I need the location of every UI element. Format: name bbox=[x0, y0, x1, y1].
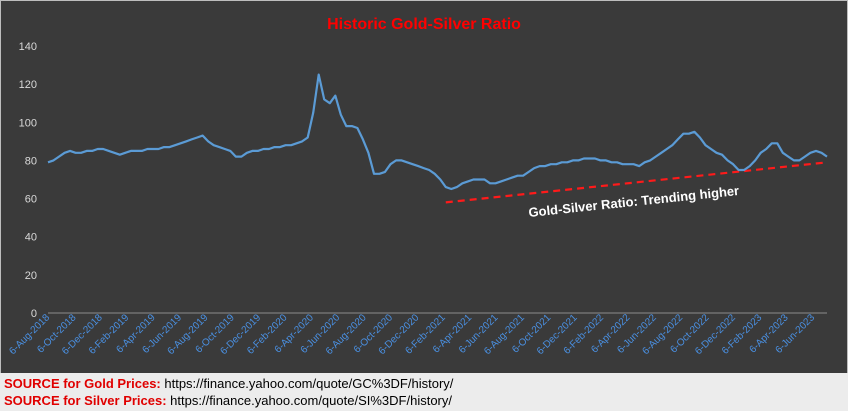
chart-panel: Historic Gold-Silver Ratio 0 20 40 60 80 100 1… bbox=[0, 0, 848, 374]
series-line-gold-silver-ratio bbox=[47, 73, 828, 191]
chart-title: Historic Gold-Silver Ratio bbox=[327, 16, 521, 33]
y-tick-label: 60 bbox=[25, 194, 37, 206]
y-tick-label: 80 bbox=[25, 155, 37, 167]
trendline-layer bbox=[445, 161, 828, 204]
gold-source-url[interactable]: https://finance.yahoo.com/quote/GC%3DF/h… bbox=[160, 376, 454, 391]
silver-source-label: SOURCE for Silver Prices: bbox=[4, 393, 167, 408]
trendline bbox=[445, 161, 828, 204]
y-tick-label: 120 bbox=[19, 79, 37, 91]
chart-annotation: Gold-Silver Ratio: Trending higher bbox=[528, 183, 740, 220]
source-footer bbox=[0, 373, 848, 411]
gold-source-label: SOURCE for Gold Prices: bbox=[4, 376, 161, 391]
y-tick-label: 20 bbox=[25, 270, 37, 282]
y-axis: 0 20 40 60 80 100 120 140 bbox=[19, 41, 37, 320]
silver-source-line: SOURCE for Silver Prices: https://financ… bbox=[4, 392, 452, 409]
y-tick-label: 0 bbox=[31, 308, 37, 320]
y-tick-label: 40 bbox=[25, 232, 37, 244]
x-axis: 6-Aug-20186-Oct-20186-Dec-20186-Feb-2019… bbox=[7, 312, 827, 357]
gold-source-line: SOURCE for Gold Prices: https://finance.… bbox=[4, 375, 453, 392]
y-tick-label: 100 bbox=[19, 117, 37, 129]
gold-silver-ratio-chart: Historic Gold-Silver Ratio 0 20 40 60 80 100 1… bbox=[7, 16, 828, 357]
y-tick-label: 140 bbox=[19, 41, 37, 53]
silver-source-url[interactable]: https://finance.yahoo.com/quote/SI%3DF/h… bbox=[166, 393, 452, 408]
series-layer bbox=[47, 73, 828, 191]
